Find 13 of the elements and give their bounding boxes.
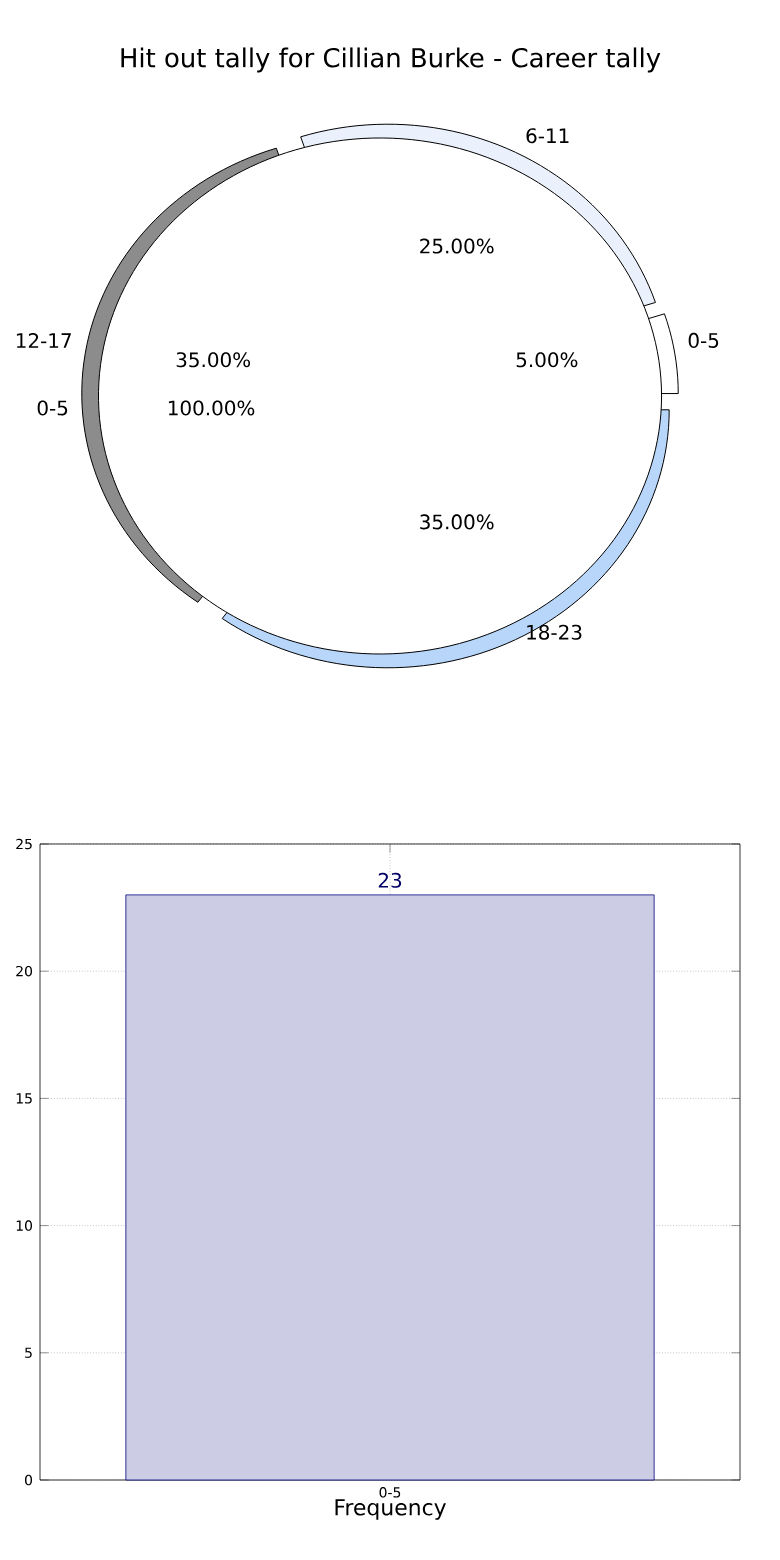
data-label: 23 [378, 872, 402, 888]
data-label: 35.00% [176, 352, 251, 368]
data-label: 100.00% [168, 400, 255, 416]
x-axis-title: Frequency [335, 1499, 446, 1520]
slice-label: 12-17 [16, 332, 71, 348]
data-label: 25.00% [420, 238, 494, 254]
chart-title: Hit out tally for Cillian Burke - Career tally [121, 47, 661, 73]
data-label: 5.00% [516, 352, 578, 368]
slice-label: 0-5 [37, 400, 68, 416]
slice-label: 6-11 [526, 128, 569, 144]
slice-label: 0-5 [688, 332, 719, 348]
slice-label: 18-23 [527, 624, 582, 640]
data-label: 35.00% [420, 514, 494, 530]
